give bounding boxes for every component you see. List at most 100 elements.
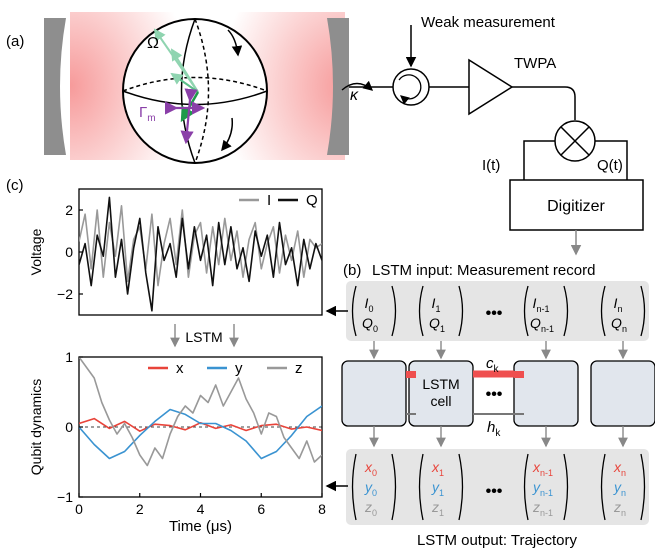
gamma-label: Γm — [139, 104, 156, 124]
output-paren-right — [458, 453, 464, 521]
x-tick-label: 6 — [257, 501, 265, 517]
bloch-sphere: Ω Γm — [122, 18, 268, 164]
input-paren-right — [563, 285, 569, 337]
lstm-arrow-group: LSTM — [170, 324, 239, 348]
i-t-label: I(t) — [482, 157, 500, 174]
wire-i — [523, 140, 555, 180]
output-z-label: z1 — [431, 499, 444, 518]
gamma-arrow-vertical — [180, 88, 198, 145]
output-y-label: y0 — [364, 479, 377, 498]
lstm-arrow-label: LSTM — [185, 329, 222, 345]
readout-chain: κ Weak measurement TWPA I(t) Q(t) Digiti… — [341, 14, 644, 256]
mirror-left — [44, 18, 66, 155]
y-tick-label: −1 — [57, 489, 73, 505]
legend-label: y — [235, 360, 243, 377]
input-q-label: Q0 — [362, 315, 378, 334]
legend-label: x — [176, 360, 184, 377]
output-trajectory-box — [346, 449, 649, 525]
lstm-cell — [590, 360, 655, 427]
y-axis-label: Qubit dynamics — [28, 379, 44, 475]
input-paren-left — [523, 285, 529, 337]
output-paren-left — [351, 453, 357, 521]
cell-state-link — [514, 371, 524, 378]
series-x-line — [79, 417, 322, 433]
circulator-arrow — [398, 74, 422, 105]
omega-label: Ω — [147, 35, 159, 52]
series-y-line — [79, 405, 322, 460]
lstm-cell — [341, 360, 407, 427]
y-tick-label: 0 — [65, 419, 73, 435]
digitizer-label: Digitizer — [547, 198, 605, 215]
kappa-arrow — [341, 80, 374, 91]
series-z-line — [79, 357, 322, 467]
output-ellipsis: ••• — [486, 483, 503, 500]
input-paren-left — [600, 285, 606, 337]
y-axis-label: Voltage — [28, 228, 44, 275]
y-tick-label: 2 — [65, 202, 73, 218]
lstm-input-title: LSTM input: Measurement record — [372, 262, 595, 279]
h-k-label: hk — [487, 419, 501, 439]
rotation-arrow-bottom — [221, 117, 234, 152]
input-i-label: In-1 — [533, 295, 550, 314]
kappa-label: κ — [350, 87, 359, 104]
y-tick-label: 0 — [65, 244, 73, 260]
x-axis-label: Time (μs) — [169, 518, 232, 535]
lstm-cell-label: LSTM — [422, 376, 459, 392]
input-paren-right — [640, 285, 646, 337]
output-x-label: xn — [613, 459, 626, 478]
input-paren-right — [458, 285, 464, 337]
panel-a-label: (a) — [6, 33, 24, 50]
weak-measurement-label: Weak measurement — [421, 14, 556, 31]
panel-c-label: (c) — [6, 177, 24, 194]
mixer-cross-2 — [560, 126, 590, 156]
output-paren-right — [563, 453, 569, 521]
legend-label: I — [267, 192, 271, 209]
output-paren-left — [600, 453, 606, 521]
x-tick-label: 0 — [75, 501, 83, 517]
output-x-label: x0 — [364, 459, 377, 478]
panel-b-label: (b) — [343, 262, 361, 279]
input-q-label: Qn-1 — [530, 315, 554, 334]
lstm-cell — [513, 360, 579, 427]
y-tick-label: −2 — [57, 286, 73, 302]
input-ellipsis: ••• — [486, 305, 503, 322]
legend-label: z — [295, 360, 303, 377]
output-y-label: yn-1 — [532, 479, 553, 498]
output-x-label: x1 — [431, 459, 444, 478]
input-i-label: I0 — [365, 295, 374, 314]
c-k-label: ck — [486, 355, 500, 375]
cell-ellipsis: ••• — [486, 386, 503, 403]
x-tick-label: 2 — [136, 501, 144, 517]
y-tick-label: 1 — [65, 349, 73, 365]
output-z-label: zn-1 — [532, 499, 553, 518]
lstm-cell-label-2: cell — [430, 393, 451, 409]
input-paren-left — [418, 285, 424, 337]
output-y-label: yn — [613, 479, 626, 498]
input-i-label: In — [614, 295, 623, 314]
output-paren-right — [391, 453, 397, 521]
output-y-label: y1 — [431, 479, 444, 498]
input-i-label: I1 — [432, 295, 441, 314]
mirror-right — [327, 18, 349, 155]
output-z-label: zn — [613, 499, 626, 518]
rotation-arrow-top — [227, 29, 243, 57]
voltage-chart: 2 0 −2 Voltage I Q — [28, 188, 323, 316]
output-paren-left — [523, 453, 529, 521]
x-tick-label: 4 — [197, 501, 205, 517]
q-t-label: Q(t) — [597, 157, 623, 174]
equator-back — [122, 76, 268, 92]
output-paren-right — [640, 453, 646, 521]
cell-state-link — [406, 371, 416, 378]
wire-q — [595, 140, 628, 180]
output-z-label: z0 — [364, 499, 377, 518]
